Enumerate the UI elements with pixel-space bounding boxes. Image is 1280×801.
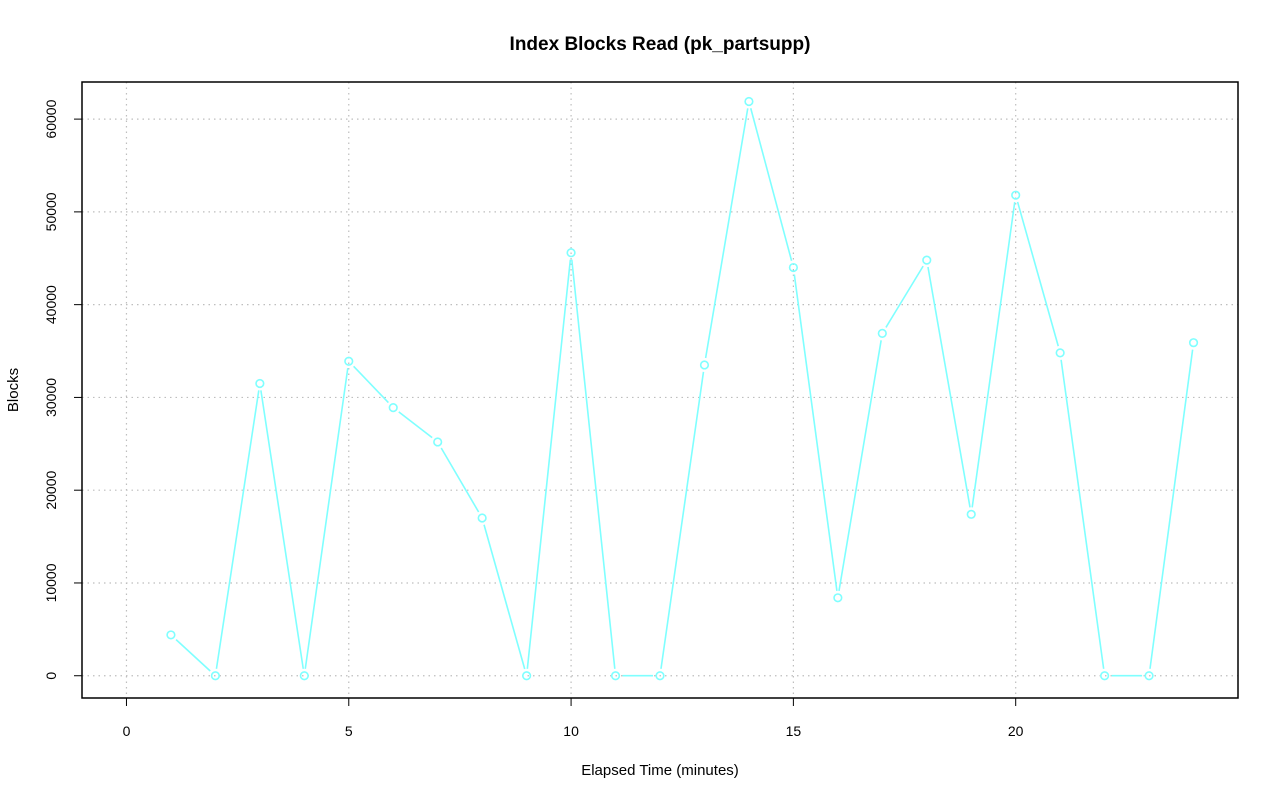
x-tick-label: 0	[123, 723, 131, 739]
series-segment	[571, 259, 616, 669]
series-segment	[398, 411, 433, 439]
series-segment	[353, 365, 389, 404]
y-tick-label: 0	[43, 672, 59, 680]
y-tick-label: 40000	[43, 285, 59, 324]
data-point	[1055, 348, 1065, 358]
series-layer	[166, 96, 1199, 681]
data-point	[299, 671, 309, 681]
data-point	[344, 356, 354, 366]
series-segment	[885, 265, 924, 328]
data-point	[433, 437, 443, 447]
series-segment	[175, 639, 211, 672]
data-point	[699, 360, 710, 370]
series-segment	[838, 340, 882, 592]
data-point	[877, 328, 887, 339]
y-axis-label: Blocks	[5, 368, 22, 412]
data-point	[388, 403, 398, 413]
data-point	[610, 671, 621, 681]
data-point	[922, 255, 932, 265]
x-tick-label: 15	[786, 723, 802, 739]
plot-frame	[81, 81, 1239, 699]
series-segment	[1149, 349, 1194, 669]
series-segment	[1016, 201, 1060, 347]
y-tick-label: 30000	[43, 378, 59, 417]
data-point	[1100, 671, 1110, 681]
series-segment	[215, 390, 260, 669]
y-tick-label: 10000	[43, 563, 59, 602]
y-axis: 0 10000 20000 30000 40000 50000 60000	[43, 99, 82, 680]
series-segment	[483, 524, 526, 670]
data-point	[966, 509, 976, 519]
y-tick-label: 60000	[43, 99, 59, 138]
x-axis-label: Elapsed Time (minutes)	[581, 762, 739, 779]
y-tick-label: 20000	[43, 471, 59, 510]
series-segment	[304, 368, 349, 669]
chart-title: Index Blocks Read (pk_partsupp)	[510, 34, 811, 55]
series-segment	[440, 447, 480, 513]
data-point	[833, 593, 843, 603]
data-point	[655, 671, 665, 681]
x-tick-label: 20	[1008, 723, 1024, 739]
data-point	[1188, 338, 1199, 348]
x-tick-label: 5	[345, 723, 353, 739]
data-point	[788, 262, 798, 273]
series-segment	[793, 274, 838, 591]
data-point	[1011, 190, 1021, 200]
series-segment	[749, 108, 793, 261]
series-segment	[927, 266, 971, 508]
x-axis: 0 5 10 15 20	[123, 698, 1024, 739]
data-point	[166, 630, 176, 640]
series-segment	[660, 371, 705, 669]
data-point	[522, 671, 532, 681]
x-tick-label: 10	[563, 723, 579, 739]
series-segment	[704, 108, 749, 359]
data-point	[744, 96, 754, 107]
series-segment	[971, 202, 1016, 508]
data-point	[210, 671, 220, 681]
series-segment	[1060, 359, 1105, 669]
series-segment	[260, 390, 305, 669]
data-point	[477, 513, 487, 523]
series-segment	[526, 259, 572, 669]
y-tick-label: 50000	[43, 192, 59, 231]
data-point	[1144, 671, 1154, 681]
grid-lines	[82, 82, 1238, 698]
data-point	[566, 248, 576, 258]
data-point	[255, 378, 265, 389]
